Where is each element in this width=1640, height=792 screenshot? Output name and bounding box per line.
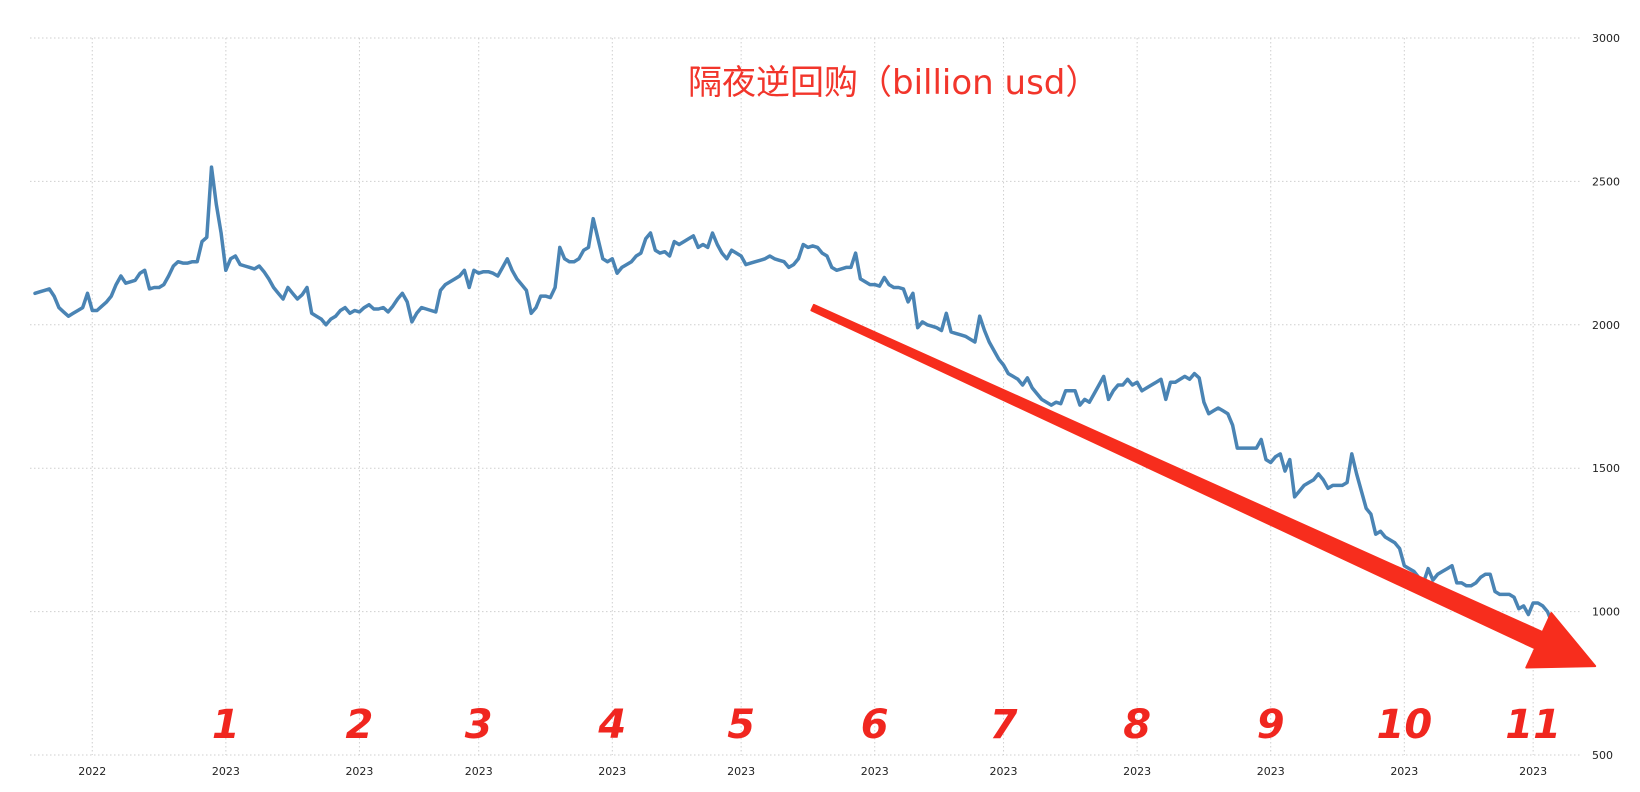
x-tick-label: 2023 [1519, 765, 1547, 778]
x-tick-label: 2023 [212, 765, 240, 778]
y-tick-label: 2000 [1592, 319, 1620, 332]
series-line [33, 165, 1559, 637]
month-number-annotation: 6 [861, 702, 889, 748]
month-number-annotation: 4 [597, 702, 626, 748]
month-number-annotation: 11 [1505, 702, 1561, 748]
month-number-annotation: 2 [346, 702, 374, 748]
month-number-annotation: 10 [1376, 702, 1432, 748]
grid [30, 37, 1582, 756]
month-number-annotation: 3 [465, 702, 493, 748]
x-tick-label: 2023 [1390, 765, 1418, 778]
month-number-annotation: 7 [990, 702, 1018, 748]
chart-title: 隔夜逆回购（billion usd） [688, 63, 1099, 103]
x-tick-label: 2023 [598, 765, 626, 778]
y-axis: 500 1000 1500 2000 2500 3000 [1592, 32, 1620, 762]
month-number-annotation: 8 [1123, 702, 1151, 748]
month-number-annotation: 1 [212, 702, 240, 748]
x-tick-label: 2022 [78, 765, 106, 778]
x-tick-label: 2023 [727, 765, 755, 778]
y-tick-label: 500 [1592, 749, 1613, 762]
x-tick-label: 2023 [990, 765, 1018, 778]
trend-arrow-shape [810, 303, 1597, 669]
x-axis: 2022 2023 2023 2023 2023 2023 2023 2023 2023 2023… [78, 765, 1547, 778]
trend-arrow [810, 303, 1597, 669]
month-number-annotation: 9 [1257, 702, 1285, 748]
y-tick-label: 3000 [1592, 32, 1620, 45]
month-number-annotation: 5 [727, 702, 755, 748]
x-tick-label: 2023 [345, 765, 373, 778]
y-tick-label: 1500 [1592, 462, 1620, 475]
x-tick-label: 2023 [1257, 765, 1285, 778]
x-tick-label: 2023 [861, 765, 889, 778]
x-tick-label: 2023 [1123, 765, 1151, 778]
y-tick-label: 1000 [1592, 606, 1620, 619]
y-tick-label: 2500 [1592, 175, 1620, 188]
x-tick-label: 2023 [465, 765, 493, 778]
month-annotations: 1 2 3 4 5 6 7 8 9 10 11 [212, 702, 1561, 748]
